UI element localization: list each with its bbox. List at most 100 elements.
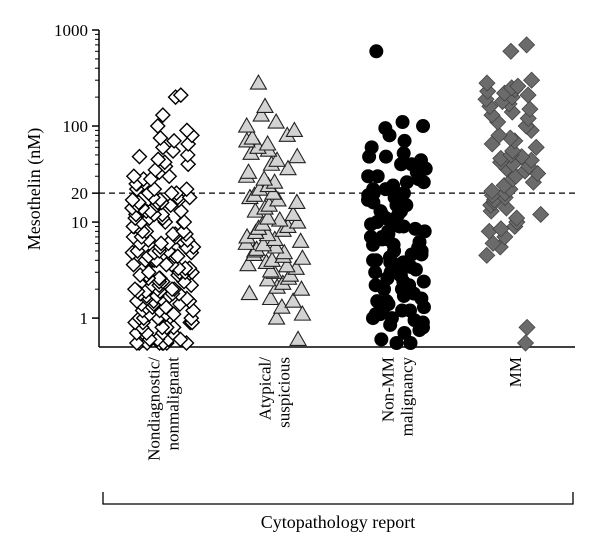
data-point bbox=[416, 274, 431, 289]
data-point bbox=[288, 147, 307, 164]
data-point bbox=[237, 116, 256, 133]
data-point bbox=[172, 87, 189, 104]
data-point bbox=[249, 73, 268, 90]
data-point bbox=[128, 335, 145, 351]
data-point bbox=[166, 132, 183, 149]
data-point bbox=[285, 121, 304, 137]
data-point bbox=[126, 281, 143, 298]
data-point bbox=[178, 181, 195, 198]
data-point bbox=[175, 223, 192, 240]
data-point bbox=[279, 159, 297, 176]
data-point bbox=[369, 44, 384, 59]
data-point bbox=[408, 221, 423, 236]
data-point bbox=[277, 256, 296, 273]
x-axis-title: Cytopathology report bbox=[261, 512, 415, 532]
data-point bbox=[519, 86, 537, 104]
data-point bbox=[131, 148, 148, 165]
data-point bbox=[509, 77, 527, 95]
x-category-labels: Nondiagnostic/nonmalignant Atypical/suspi… bbox=[145, 357, 526, 461]
data-point bbox=[394, 157, 409, 172]
data-point bbox=[150, 151, 167, 168]
data-point bbox=[266, 237, 285, 254]
data-point bbox=[527, 138, 545, 156]
data-point bbox=[490, 126, 508, 144]
x-category-label: nonmalignant bbox=[164, 357, 183, 451]
data-point bbox=[256, 97, 274, 113]
y-ticks: 1000 100 20 10 1 bbox=[54, 21, 99, 328]
data-point bbox=[125, 256, 142, 273]
data-point bbox=[152, 130, 169, 147]
y-tick-label: 100 bbox=[63, 117, 89, 136]
data-point bbox=[288, 212, 307, 229]
x-category-label: Non-MM bbox=[379, 357, 398, 422]
x-category-label: Nondiagnostic/ bbox=[145, 357, 164, 461]
data-point bbox=[258, 134, 277, 151]
y-tick-label: 10 bbox=[71, 213, 88, 232]
data-point bbox=[397, 325, 412, 340]
data-point bbox=[291, 232, 310, 248]
data-point bbox=[403, 336, 418, 350]
x-category-label: malignancy bbox=[398, 357, 417, 437]
data-point bbox=[412, 234, 427, 249]
data-point bbox=[293, 249, 312, 265]
data-point bbox=[292, 280, 311, 296]
x-category-label: MM bbox=[506, 357, 525, 387]
data-point bbox=[268, 151, 287, 167]
data-point bbox=[508, 209, 526, 227]
data-point bbox=[502, 42, 520, 60]
data-point bbox=[497, 199, 516, 217]
data-point bbox=[396, 146, 411, 161]
data-point bbox=[267, 112, 286, 129]
data-point bbox=[180, 156, 197, 173]
data-point bbox=[153, 235, 170, 252]
data-point bbox=[289, 330, 308, 346]
data-point bbox=[178, 122, 195, 139]
data-point bbox=[243, 128, 262, 145]
data-point bbox=[261, 261, 280, 278]
data-point bbox=[124, 191, 141, 208]
data-point bbox=[270, 210, 289, 227]
data-point bbox=[264, 184, 283, 200]
data-point bbox=[378, 121, 393, 136]
data-point bbox=[284, 205, 303, 222]
y-tick-label: 1 bbox=[80, 309, 89, 328]
data-point bbox=[399, 175, 414, 190]
data-point bbox=[374, 332, 389, 347]
data-point bbox=[369, 253, 384, 268]
y-tick-label: 1000 bbox=[54, 21, 88, 40]
data-point bbox=[163, 185, 180, 202]
data-point bbox=[287, 193, 306, 210]
data-point bbox=[386, 178, 401, 193]
data-point bbox=[364, 140, 379, 155]
data-point bbox=[389, 336, 404, 350]
data-point bbox=[368, 265, 383, 280]
x-category-label: Atypical/ bbox=[256, 357, 275, 421]
data-point bbox=[416, 119, 431, 134]
y-tick-label: 20 bbox=[71, 184, 88, 203]
data-point bbox=[397, 133, 412, 148]
data-point bbox=[239, 163, 258, 179]
data-point bbox=[239, 255, 257, 272]
data-point bbox=[478, 74, 496, 92]
data-point bbox=[395, 115, 410, 130]
data-point bbox=[284, 292, 303, 308]
data-point bbox=[258, 270, 277, 287]
data-point bbox=[151, 270, 168, 287]
data-point bbox=[384, 311, 399, 326]
data-point bbox=[395, 303, 410, 318]
data-point bbox=[261, 289, 280, 306]
data-point bbox=[149, 118, 166, 135]
y-axis-title: Mesothelin (nM) bbox=[24, 128, 45, 250]
data-point bbox=[293, 305, 312, 321]
data-point bbox=[255, 170, 274, 186]
data-point bbox=[483, 182, 501, 200]
data-point bbox=[370, 294, 385, 309]
data-point bbox=[361, 169, 376, 184]
data-point bbox=[154, 107, 171, 124]
data-point bbox=[368, 278, 383, 293]
data-points bbox=[124, 36, 550, 352]
x-axis-bracket bbox=[102, 492, 574, 505]
data-point bbox=[492, 220, 510, 238]
axes bbox=[98, 30, 575, 348]
